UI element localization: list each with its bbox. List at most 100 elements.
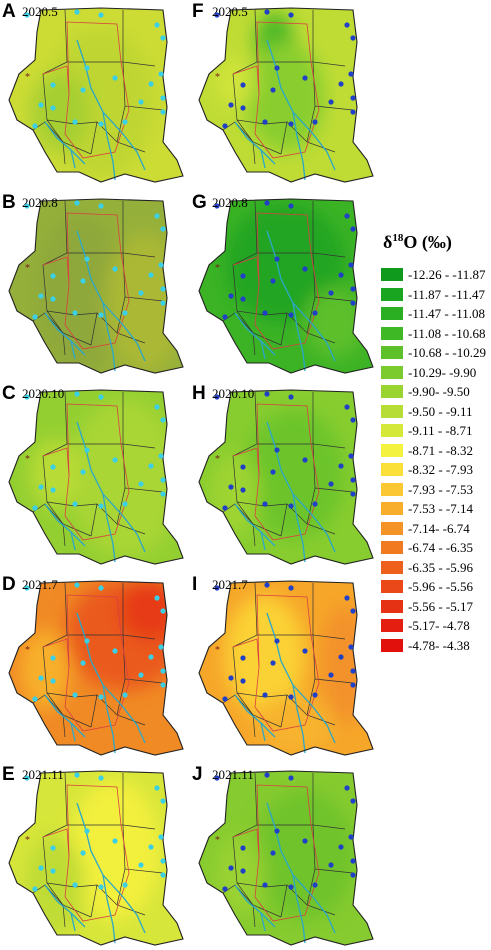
map-panel-J: * J 2021.11 <box>192 764 380 950</box>
river <box>260 912 266 932</box>
sampling-point <box>50 273 56 279</box>
sampling-point <box>160 109 166 115</box>
map-panel-F: * F 2020.5 <box>192 1 380 187</box>
sampling-point <box>348 644 354 650</box>
legend-label: -5.96 - -5.56 <box>408 579 473 594</box>
district-boundary <box>42 638 70 668</box>
sampling-point <box>98 121 104 127</box>
sampling-point <box>270 660 276 666</box>
region-outline <box>198 770 374 946</box>
sampling-point <box>138 481 144 487</box>
isotope-map: * <box>198 7 374 183</box>
sampling-point <box>222 886 228 892</box>
sampling-point <box>112 838 118 844</box>
sampling-point <box>288 884 294 890</box>
river <box>44 503 86 547</box>
sampling-point <box>262 692 268 698</box>
sampling-point <box>38 102 44 108</box>
sampling-point <box>350 300 356 306</box>
sampling-point <box>222 314 228 320</box>
county-boundary <box>90 503 98 537</box>
sampling-point <box>154 595 160 601</box>
legend-title: δ18O (‰) <box>383 232 452 252</box>
sampling-point <box>50 655 56 661</box>
sampling-point <box>98 775 104 781</box>
isotope-field <box>199 581 373 755</box>
isotope-field <box>9 771 183 945</box>
panel-label: I <box>192 574 198 595</box>
sampling-point <box>72 882 78 888</box>
sampling-point <box>32 696 38 702</box>
sampling-point <box>302 266 308 272</box>
river <box>44 121 86 165</box>
river <box>292 493 336 553</box>
sampling-point <box>240 845 246 851</box>
panel-label: A <box>2 1 16 22</box>
sampling-point <box>148 654 154 660</box>
sampling-point <box>348 453 354 459</box>
sampling-point <box>72 692 78 698</box>
sampling-point <box>350 608 356 614</box>
county-boundary <box>232 772 282 918</box>
sampling-point <box>338 654 344 660</box>
sampling-point <box>160 608 166 614</box>
sampling-point <box>350 417 356 423</box>
county-boundary <box>257 61 354 111</box>
sampling-point <box>74 772 80 778</box>
city-star-marker: * <box>25 835 30 846</box>
panel-label: D <box>2 574 16 595</box>
river <box>234 503 276 547</box>
panel-date: 2020.8 <box>212 195 248 210</box>
legend-swatch <box>381 326 403 340</box>
sampling-point <box>50 464 56 470</box>
sampling-point <box>312 310 318 316</box>
sampling-point <box>160 682 166 688</box>
county-boundary <box>232 582 282 728</box>
county-boundary <box>306 487 316 525</box>
river <box>44 694 86 738</box>
river <box>102 302 146 362</box>
sampling-point <box>264 9 270 15</box>
sampling-point <box>24 775 30 781</box>
sampling-point <box>80 660 86 666</box>
sampling-point <box>348 262 354 268</box>
sampling-point <box>160 95 166 101</box>
map-panel-E: * E 2021.11 <box>2 764 190 950</box>
city-star-marker: * <box>215 72 220 83</box>
city-star-marker: * <box>215 835 220 846</box>
region-outline <box>198 198 374 374</box>
legend-swatch <box>381 268 403 281</box>
map-panel-B: * B 2020.8 <box>2 192 190 378</box>
river <box>44 312 86 356</box>
county-boundary <box>280 121 288 155</box>
sampling-point <box>240 82 246 88</box>
isotope-field <box>199 390 373 564</box>
county-boundary <box>306 296 316 334</box>
sampling-point <box>112 75 118 81</box>
sampling-point <box>74 391 80 397</box>
county-boundary <box>67 252 164 302</box>
region-outline <box>8 7 184 183</box>
sampling-point <box>74 9 80 15</box>
river <box>260 149 266 169</box>
river <box>70 531 76 551</box>
isotope-map: * <box>198 580 374 756</box>
sampling-point <box>302 838 308 844</box>
sampling-point <box>50 296 56 302</box>
county-boundary <box>280 694 288 728</box>
sampling-point <box>154 22 160 28</box>
river <box>102 111 146 171</box>
district-boundary <box>42 447 70 477</box>
isotope-field <box>9 8 183 182</box>
legend-swatch <box>381 424 403 437</box>
legend-swatch <box>381 287 403 301</box>
isotope-field <box>199 771 373 945</box>
county-boundary <box>67 824 164 874</box>
sampling-point <box>80 87 86 93</box>
sampling-point <box>350 872 356 878</box>
district-boundary <box>232 828 260 858</box>
region-outline <box>8 770 184 946</box>
sampling-point <box>80 850 86 856</box>
county-boundary <box>32 694 66 738</box>
isotope-map: * <box>8 389 184 565</box>
